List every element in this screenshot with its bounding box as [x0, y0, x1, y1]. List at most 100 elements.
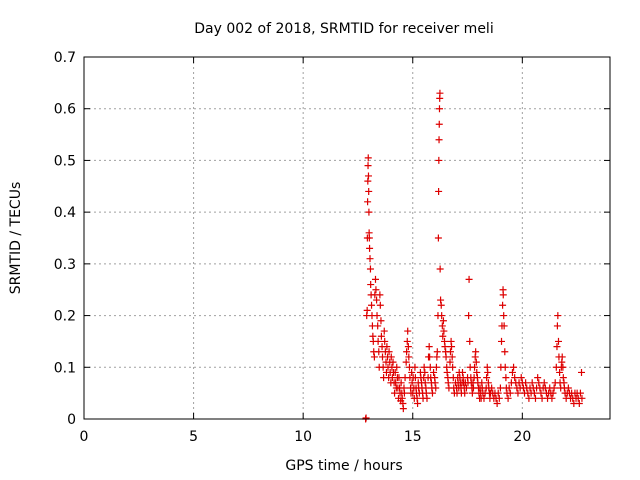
- y-tick-label: 0: [67, 412, 76, 428]
- y-tick-label: 0.3: [54, 257, 76, 273]
- data-point: [432, 384, 440, 392]
- data-point: [556, 368, 564, 376]
- x-tick-label: 15: [404, 429, 422, 445]
- data-points: [362, 89, 586, 423]
- data-point: [436, 265, 444, 273]
- x-tick-label: 5: [189, 429, 198, 445]
- data-point: [493, 399, 501, 407]
- data-point: [380, 327, 388, 335]
- data-point: [501, 348, 509, 356]
- data-point: [366, 255, 374, 263]
- data-point: [578, 368, 586, 376]
- data-point: [553, 343, 561, 351]
- data-point: [496, 384, 504, 392]
- data-point: [441, 343, 449, 351]
- data-point: [432, 363, 440, 371]
- data-point: [366, 265, 374, 273]
- data-point: [402, 358, 410, 366]
- data-point: [422, 389, 430, 397]
- data-point: [480, 394, 488, 402]
- data-point: [465, 312, 473, 320]
- data-point: [488, 384, 496, 392]
- data-point: [465, 275, 473, 283]
- data-point: [428, 389, 436, 397]
- data-point: [373, 296, 381, 304]
- data-point: [435, 156, 443, 164]
- data-point: [553, 322, 561, 330]
- data-point: [389, 358, 397, 366]
- data-point: [423, 394, 431, 402]
- data-point: [448, 343, 456, 351]
- data-point: [364, 198, 372, 206]
- data-point: [404, 343, 412, 351]
- data-point: [578, 394, 586, 402]
- x-tick-label: 20: [513, 429, 531, 445]
- data-point: [365, 187, 373, 195]
- y-tick-label: 0.6: [54, 102, 76, 118]
- data-point: [437, 301, 445, 309]
- data-point: [362, 414, 370, 422]
- data-point: [468, 389, 476, 397]
- data-point: [471, 363, 479, 371]
- data-point: [387, 353, 395, 361]
- data-point: [408, 379, 416, 387]
- data-point: [483, 374, 491, 382]
- data-point: [426, 353, 434, 361]
- x-tick-label: 10: [294, 429, 312, 445]
- data-point: [372, 286, 380, 294]
- data-point: [472, 358, 480, 366]
- data-point: [461, 389, 469, 397]
- data-point: [376, 291, 384, 299]
- data-point: [439, 317, 447, 325]
- data-point: [517, 374, 525, 382]
- data-point: [530, 389, 538, 397]
- x-axis-label: GPS time / hours: [285, 458, 402, 474]
- data-point: [514, 389, 522, 397]
- data-point: [473, 368, 481, 376]
- data-point: [377, 317, 385, 325]
- data-point: [528, 379, 536, 387]
- data-point: [391, 368, 399, 376]
- y-tick-label: 0.5: [54, 153, 76, 169]
- data-point: [420, 363, 428, 371]
- data-point: [435, 136, 443, 144]
- data-point: [439, 332, 447, 340]
- data-point: [404, 327, 412, 335]
- chart-title: Day 002 of 2018, SRMTID for receiver mel…: [194, 21, 493, 37]
- plot-frame: [83, 56, 611, 420]
- grid-layer: [84, 57, 610, 419]
- data-point: [365, 234, 373, 242]
- data-point: [531, 394, 539, 402]
- data-point: [364, 154, 372, 162]
- data-point: [499, 291, 507, 299]
- data-point: [426, 363, 434, 371]
- data-point: [438, 312, 446, 320]
- data-point: [433, 348, 441, 356]
- data-point: [559, 363, 567, 371]
- data-point: [550, 384, 558, 392]
- data-point: [435, 120, 443, 128]
- data-point: [376, 301, 384, 309]
- data-point: [510, 363, 518, 371]
- data-point: [408, 368, 416, 376]
- x-tick-label: 0: [80, 429, 89, 445]
- data-point: [425, 343, 433, 351]
- data-point: [367, 281, 375, 289]
- data-point: [443, 368, 451, 376]
- data-point: [494, 389, 502, 397]
- data-point: [430, 368, 438, 376]
- data-point: [498, 337, 506, 345]
- data-point: [558, 353, 566, 361]
- data-point: [500, 322, 508, 330]
- data-point: [381, 337, 389, 345]
- data-point: [484, 368, 492, 376]
- y-tick-label: 0.7: [54, 50, 76, 66]
- data-point: [576, 389, 584, 397]
- data-point: [438, 322, 446, 330]
- data-point: [363, 306, 371, 314]
- data-point: [506, 389, 514, 397]
- data-point: [400, 389, 408, 397]
- data-point: [436, 89, 444, 97]
- data-point: [442, 353, 450, 361]
